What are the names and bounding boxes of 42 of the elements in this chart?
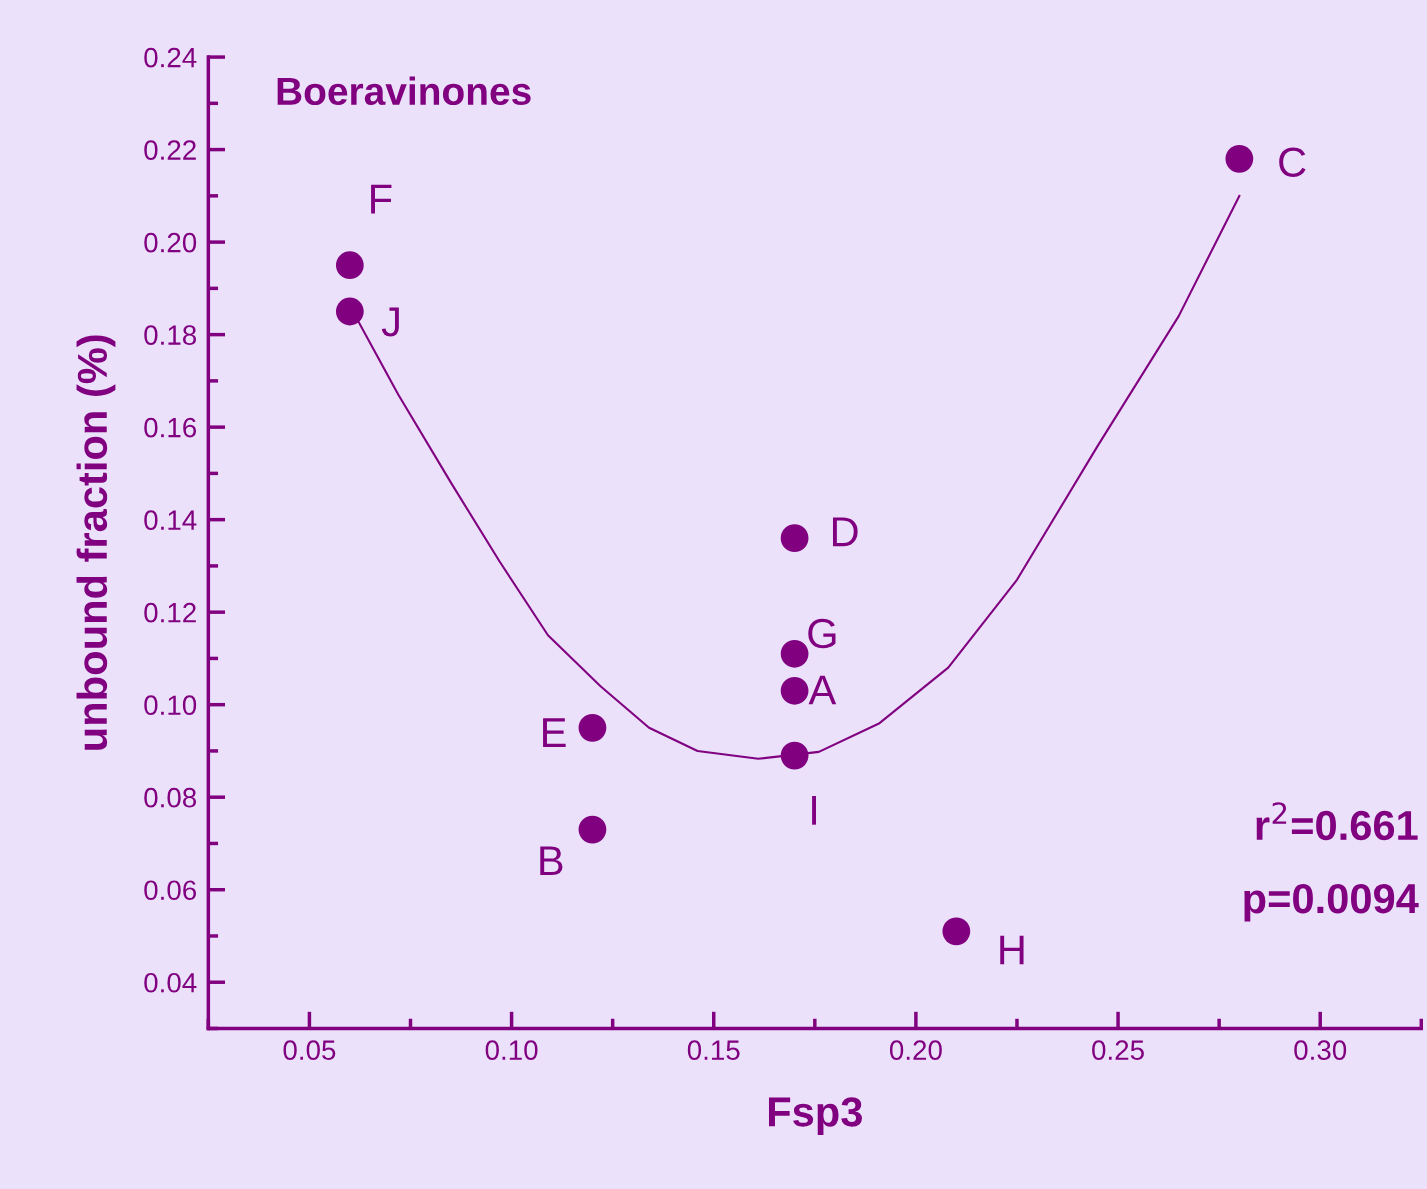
x-tick-label: 0.30 <box>1294 1040 1347 1060</box>
point <box>942 917 971 946</box>
point <box>335 251 364 280</box>
point <box>780 524 809 553</box>
x-axis-title: Fsp3 <box>768 1097 862 1135</box>
x-tick-label: 0.10 <box>485 1040 538 1060</box>
y-tick-label: 0.24 <box>144 47 197 68</box>
point <box>780 676 809 705</box>
x-tick-label: 0.20 <box>889 1040 942 1060</box>
y-tick-label: 0.18 <box>144 325 197 345</box>
y-tick-label: 0.04 <box>144 972 197 993</box>
point <box>335 297 364 326</box>
x-tick-label: 0.25 <box>1092 1040 1144 1060</box>
y-tick-label: 0.10 <box>144 695 197 716</box>
annotation: C <box>1279 147 1306 177</box>
annotation: B <box>540 846 563 876</box>
point <box>780 639 809 668</box>
y-tick-label: 0.08 <box>144 787 197 808</box>
annotation: J <box>381 307 399 337</box>
y-tick-label: 0.22 <box>144 140 196 160</box>
point <box>1225 144 1254 173</box>
y-tick-label: 0.14 <box>144 510 197 530</box>
x-tick-label: 0.15 <box>687 1040 740 1060</box>
x-tick-label: 0.05 <box>283 1040 336 1060</box>
y-tick-label: 0.06 <box>144 880 197 901</box>
y-axis-title: unbound fraction (%) <box>76 335 116 750</box>
y-tick-label: 0.12 <box>144 602 196 623</box>
point <box>578 815 607 844</box>
y-tick-label: 0.16 <box>144 417 197 438</box>
y-tick-label: 0.20 <box>144 232 197 253</box>
annotation: I <box>812 796 816 825</box>
point <box>578 713 607 742</box>
annotation: D <box>832 517 858 547</box>
annotation: p=0.0094 <box>1244 883 1419 922</box>
point <box>780 741 809 770</box>
annotation: G <box>808 618 836 649</box>
annotation: A <box>808 675 837 705</box>
annotation: F <box>371 184 392 214</box>
chart-title: Boeravinones <box>277 76 531 106</box>
annotation: E <box>543 718 566 747</box>
annotation: H <box>1000 935 1024 965</box>
annotation: r$^{2}$=0.661 <box>1256 802 1418 841</box>
